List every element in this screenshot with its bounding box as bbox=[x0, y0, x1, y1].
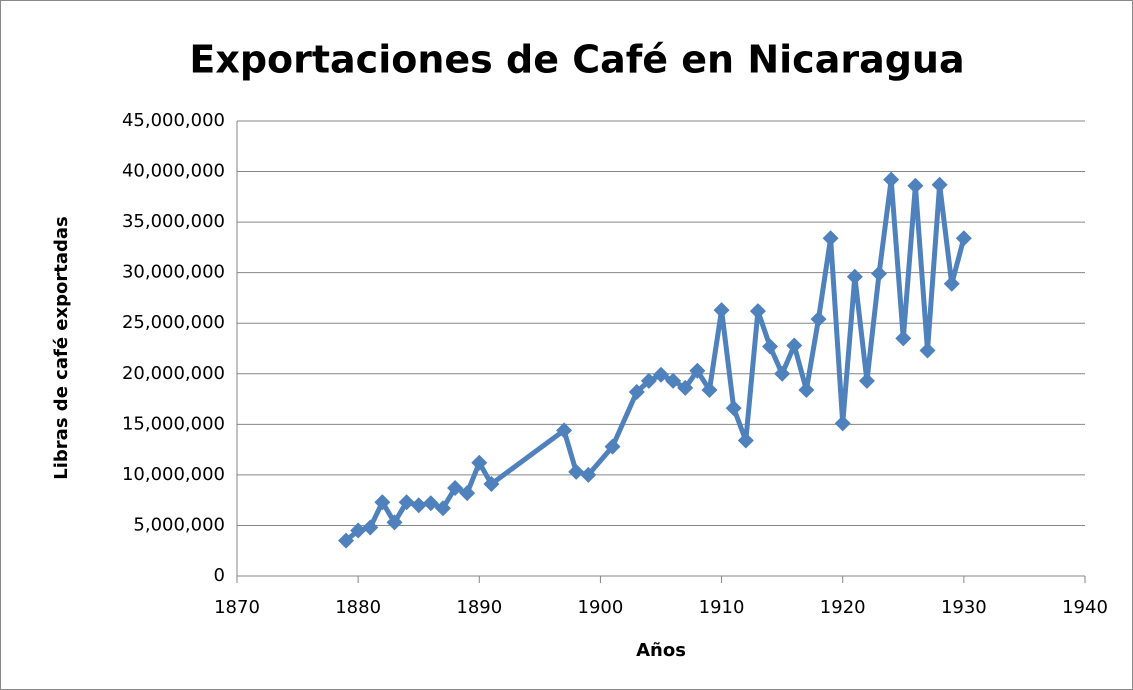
data-point bbox=[689, 362, 706, 379]
data-point bbox=[410, 497, 427, 514]
data-point bbox=[907, 177, 924, 194]
data-point bbox=[871, 265, 888, 282]
x-tick-label: 1890 bbox=[456, 597, 502, 618]
data-point bbox=[810, 311, 827, 328]
x-axis-label: Años bbox=[636, 640, 686, 661]
data-point bbox=[374, 494, 391, 511]
data-point bbox=[338, 532, 355, 549]
data-point bbox=[422, 495, 439, 512]
data-point bbox=[434, 500, 451, 517]
data-point bbox=[822, 230, 839, 247]
y-tick-label: 0 bbox=[214, 565, 225, 586]
data-point bbox=[471, 454, 488, 471]
data-point bbox=[362, 519, 379, 536]
data-point bbox=[762, 338, 779, 355]
data-point bbox=[628, 383, 645, 400]
data-point bbox=[459, 485, 476, 502]
y-tick-label: 15,000,000 bbox=[122, 413, 225, 434]
y-tick-label: 30,000,000 bbox=[122, 262, 225, 283]
x-tick-label: 1880 bbox=[335, 597, 381, 618]
data-point bbox=[701, 381, 718, 398]
data-point bbox=[665, 372, 682, 389]
data-point bbox=[725, 400, 742, 417]
y-tick-label: 40,000,000 bbox=[122, 161, 225, 182]
data-point bbox=[798, 381, 815, 398]
data-point bbox=[713, 302, 730, 319]
y-axis-label: Libras de café exportadas bbox=[51, 216, 72, 479]
y-tick-label: 45,000,000 bbox=[122, 110, 225, 131]
data-point bbox=[931, 176, 948, 193]
data-point bbox=[568, 463, 585, 480]
data-point bbox=[846, 268, 863, 285]
y-tick-label: 25,000,000 bbox=[122, 312, 225, 333]
data-point bbox=[483, 475, 500, 492]
y-tick-label: 5,000,000 bbox=[133, 514, 225, 535]
chart-title: Exportaciones de Café en Nicaragua bbox=[189, 38, 964, 82]
data-point bbox=[556, 422, 573, 439]
y-tick-label: 20,000,000 bbox=[122, 363, 225, 384]
x-tick-label: 1900 bbox=[578, 597, 624, 618]
y-tick-label: 10,000,000 bbox=[122, 464, 225, 485]
data-point bbox=[640, 372, 657, 389]
data-point bbox=[774, 365, 791, 382]
data-point bbox=[350, 522, 367, 539]
y-tick-label: 35,000,000 bbox=[122, 211, 225, 232]
data-point bbox=[955, 230, 972, 247]
data-point bbox=[858, 372, 875, 389]
data-point bbox=[398, 494, 415, 511]
x-tick-label: 1870 bbox=[214, 597, 260, 618]
data-point bbox=[447, 480, 464, 497]
data-point bbox=[786, 337, 803, 354]
data-point bbox=[737, 432, 754, 449]
data-point bbox=[386, 514, 403, 531]
x-tick-label: 1940 bbox=[1062, 597, 1108, 618]
data-point bbox=[834, 415, 851, 432]
data-point bbox=[604, 438, 621, 455]
data-point bbox=[883, 171, 900, 188]
x-tick-label: 1910 bbox=[699, 597, 745, 618]
data-point bbox=[677, 379, 694, 396]
data-point bbox=[580, 466, 597, 483]
data-point bbox=[749, 303, 766, 320]
x-tick-label: 1920 bbox=[820, 597, 866, 618]
data-point bbox=[653, 366, 669, 383]
data-point bbox=[943, 275, 960, 292]
data-point bbox=[895, 330, 912, 347]
x-tick-label: 1930 bbox=[941, 597, 987, 618]
data-point bbox=[919, 342, 936, 359]
